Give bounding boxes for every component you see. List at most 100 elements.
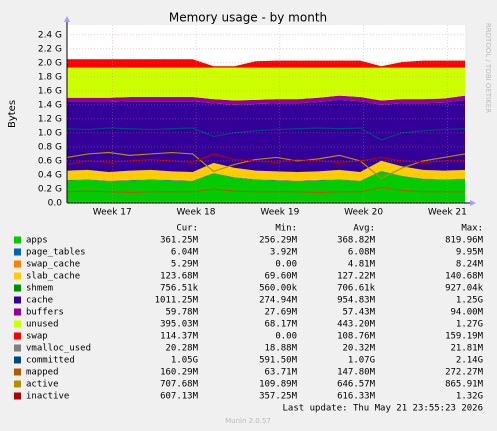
legend-stat: 274.94M: [259, 296, 298, 306]
y-tick-label: 2.4 G: [38, 30, 62, 40]
legend-label: swap_cache: [26, 260, 80, 270]
legend-swatch: [14, 320, 21, 328]
legend-stat: 272.27M: [445, 368, 484, 378]
x-tick-label: Week 17: [93, 208, 132, 218]
legend-swatch: [14, 332, 21, 340]
legend-stat: 0.00: [275, 260, 297, 270]
legend-swatch: [14, 248, 21, 256]
legend-stat: 0.00: [275, 332, 297, 342]
area: [67, 59, 465, 68]
x-axis-arrow: [470, 200, 476, 206]
y-tick-label: 1.8 G: [38, 72, 62, 82]
legend-stat: 591.50M: [259, 356, 298, 366]
legend-stat: 361.25M: [160, 236, 199, 246]
legend-header: Min:: [275, 224, 297, 234]
legend-label: swap: [26, 332, 48, 342]
legend-swatch: [14, 356, 21, 364]
x-tick-label: Week 18: [177, 208, 216, 218]
y-tick-label: 0.4 G: [38, 170, 62, 180]
legend-stat: 140.68M: [445, 272, 484, 282]
legend-stat: 368.82M: [337, 236, 376, 246]
legend-stat: 27.69M: [264, 308, 297, 318]
line: [66, 127, 466, 141]
legend-stat: 1.25G: [456, 296, 483, 306]
legend-label: unused: [26, 320, 59, 330]
legend-stat: 94.00M: [450, 308, 483, 318]
area: [67, 160, 465, 173]
area: [67, 95, 465, 105]
legend-swatch: [14, 368, 21, 376]
legend-swatch: [14, 272, 21, 280]
legend-stat: 57.43M: [342, 308, 375, 318]
y-tick-label: 0.2 G: [38, 184, 62, 194]
y-tick-label: 1.4 G: [38, 100, 62, 110]
area: [67, 171, 465, 182]
legend-stat: 68.17M: [264, 320, 297, 330]
y-tick-label: 1.0 G: [38, 128, 62, 138]
area: [67, 99, 465, 173]
legend-stat: 20.32M: [342, 344, 375, 354]
legend-stat: 160.29M: [160, 368, 199, 378]
legend-stat: 954.83M: [337, 296, 376, 306]
legend-stat: 256.29M: [259, 236, 298, 246]
legend-stat: 443.20M: [337, 320, 376, 330]
legend-label: vmalloc_used: [26, 344, 91, 354]
legend-swatch: [14, 236, 21, 244]
legend-label: shmem: [26, 284, 53, 294]
legend-stat: 6.08M: [348, 248, 376, 258]
legend-label: mapped: [26, 368, 59, 378]
legend-stat: 706.61k: [337, 284, 376, 294]
x-tick-label: Week 19: [260, 208, 299, 218]
legend-stat: 1.07G: [348, 356, 375, 366]
legend-stat: 395.03M: [160, 320, 199, 330]
legend-label: page_tables: [26, 248, 86, 258]
legend-swatch: [14, 308, 21, 316]
y-axis-arrow: [64, 16, 70, 22]
legend-stat: 6.04M: [171, 248, 199, 258]
legend-stat: 560.00k: [259, 284, 298, 294]
legend-label: active: [26, 380, 59, 390]
legend-label: committed: [26, 356, 75, 366]
y-tick-label: 1.6 G: [38, 86, 62, 96]
legend-stat: 707.68M: [160, 380, 199, 390]
legend-stat: 646.57M: [337, 380, 376, 390]
legend-stat: 1.32G: [456, 392, 483, 402]
legend-stat: 1.27G: [456, 320, 483, 330]
legend-stat: 2.14G: [456, 356, 483, 366]
legend-stat: 59.78M: [165, 308, 198, 318]
legend-header: Cur:: [176, 224, 198, 234]
legend-stat: 108.76M: [337, 332, 376, 342]
legend-stat: 21.81M: [450, 344, 483, 354]
legend-stat: 5.29M: [171, 260, 199, 270]
legend-stat: 616.33M: [337, 392, 376, 402]
area: [67, 171, 465, 203]
legend-stat: 18.88M: [264, 344, 297, 354]
legend-stat: 20.28M: [165, 344, 198, 354]
legend-stat: 357.25M: [259, 392, 298, 402]
legend-stat: 159.19M: [445, 332, 484, 342]
legend-stat: 127.22M: [337, 272, 376, 282]
line: [66, 186, 465, 194]
legend-stat: 147.80M: [337, 368, 376, 378]
legend-label: cache: [26, 296, 53, 306]
legend-label: buffers: [26, 308, 64, 318]
legend-stat: 1011.25M: [155, 296, 199, 306]
legend-stat: 927.04k: [445, 284, 484, 294]
y-axis-label: Bytes: [7, 100, 18, 128]
footer: Munin 2.0.57: [225, 417, 271, 425]
legend-stat: 114.37M: [160, 332, 199, 342]
legend-label: inactive: [26, 392, 69, 402]
legend-stat: 3.92M: [270, 248, 298, 258]
x-tick-label: Week 20: [344, 208, 383, 218]
legend-stat: 8.24M: [456, 260, 484, 270]
area: [67, 170, 465, 181]
legend-stat: 865.91M: [445, 380, 484, 390]
legend-label: apps: [26, 236, 48, 246]
legend-stat: 63.71M: [264, 368, 297, 378]
y-tick-label: 0.6 G: [38, 156, 62, 166]
legend-stat: 69.60M: [264, 272, 297, 282]
legend-stat: 4.81M: [348, 260, 376, 270]
legend-swatch: [14, 284, 21, 292]
